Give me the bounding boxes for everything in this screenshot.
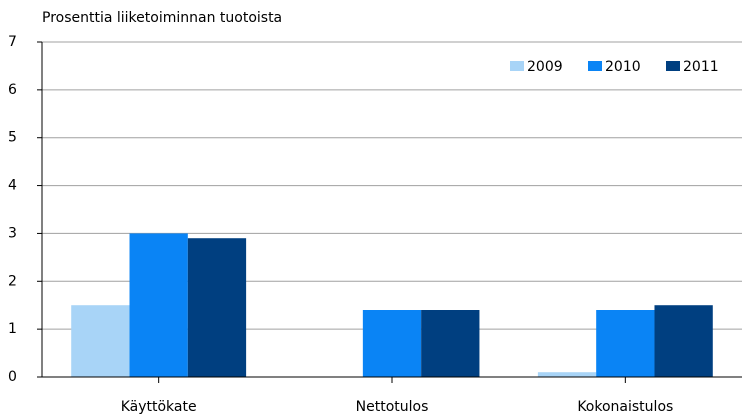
y-tick-label: 5 — [8, 130, 17, 146]
bar — [654, 305, 713, 377]
y-tick-label: 3 — [8, 225, 17, 241]
x-tick-label: Kokonaistulos — [577, 399, 673, 415]
y-tick-label: 1 — [8, 321, 17, 337]
legend-label: 2010 — [605, 59, 641, 75]
x-tick-label: Nettotulos — [356, 399, 429, 415]
y-tick-label: 4 — [8, 178, 17, 194]
bar — [187, 238, 247, 377]
legend-swatch — [510, 61, 524, 71]
legend-label: 2011 — [683, 59, 719, 75]
chart-subtitle: Prosenttia liiketoiminnan tuotoista — [42, 10, 282, 26]
bar — [71, 305, 130, 377]
y-tick-label: 2 — [8, 273, 17, 289]
bar — [362, 310, 422, 377]
legend-swatch — [588, 61, 602, 71]
x-tick-label: Käyttökate — [121, 399, 197, 415]
legend-label: 2009 — [527, 59, 563, 75]
y-tick-label: 0 — [8, 369, 17, 385]
bar — [537, 372, 597, 377]
bar — [129, 233, 188, 377]
bar — [596, 310, 655, 377]
y-tick-label: 6 — [8, 82, 17, 98]
y-tick-label: 7 — [8, 34, 17, 50]
bar — [421, 310, 480, 377]
legend-swatch — [666, 61, 680, 71]
